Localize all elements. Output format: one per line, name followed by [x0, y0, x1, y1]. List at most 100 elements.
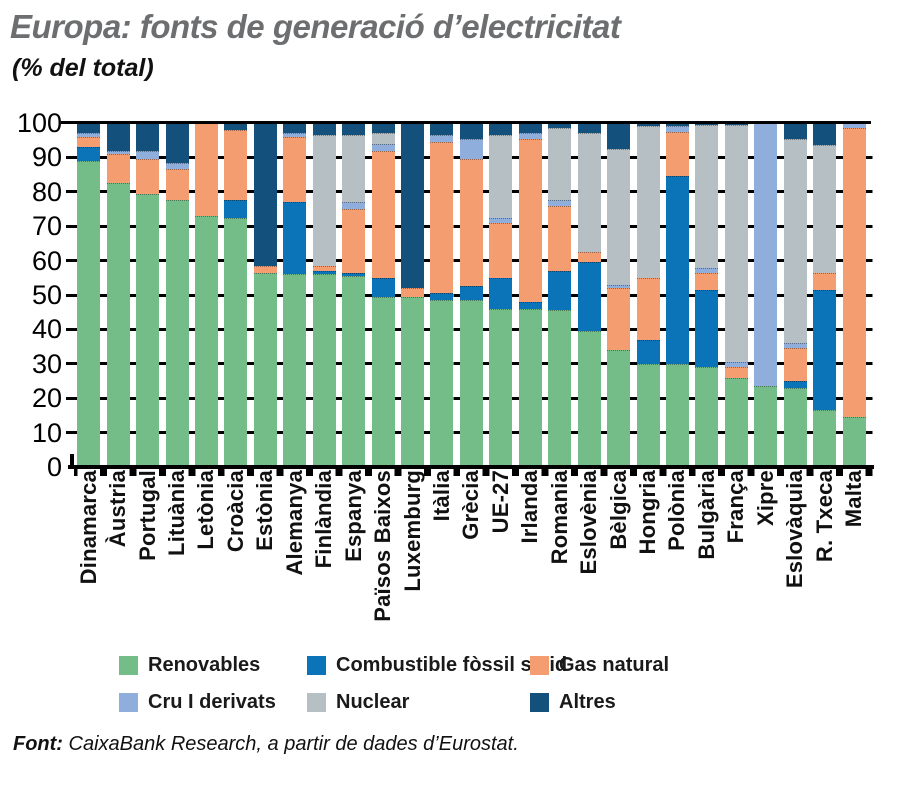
- legend-swatch: [119, 692, 138, 712]
- x-label-slot: Romania: [545, 470, 574, 652]
- x-axis-label: Romania: [546, 470, 572, 565]
- bar-segment: [489, 308, 513, 467]
- legend-label: Nuclear: [336, 690, 410, 713]
- x-label-slot: Bèlgica: [604, 470, 633, 652]
- y-axis-label-70: 70: [31, 211, 62, 242]
- x-label-slot: Hongria: [633, 470, 662, 652]
- bar-segment: [342, 272, 366, 277]
- legend-swatch: [307, 692, 326, 712]
- x-axis-label: Portugal: [134, 470, 160, 561]
- bar-segment: [77, 147, 101, 161]
- bars-layer: [74, 123, 869, 467]
- stacked-bar-Croàcia: [224, 123, 248, 467]
- stacked-bar-Letònia: [194, 123, 218, 467]
- bar-segment: [430, 123, 454, 136]
- x-axis-label: Grècia: [458, 470, 484, 540]
- stacked-bar-Espanya: [342, 123, 366, 467]
- bar-slot: [162, 123, 191, 467]
- bar-segment: [342, 135, 366, 203]
- bar-segment: [77, 136, 101, 148]
- bar-segment: [371, 143, 395, 151]
- bar-segment: [401, 296, 424, 467]
- stacked-bar-Bèlgica: [607, 123, 631, 467]
- bar-segment: [459, 159, 483, 287]
- bar-segment: [136, 193, 160, 467]
- bar-segment: [724, 377, 748, 467]
- bar-segment: [695, 267, 719, 273]
- legend-item-renovables: Renovables: [119, 654, 260, 676]
- x-axis-label: Dinamarca: [75, 470, 101, 585]
- bar-segment: [548, 200, 572, 206]
- x-axis-label: Luxemburg: [399, 470, 425, 592]
- bar-segment: [430, 300, 454, 467]
- source-note-prefix: Font:: [13, 733, 63, 755]
- stacked-bar-Eslovàquia: [783, 123, 807, 467]
- y-tick-20: [66, 396, 75, 400]
- bar-segment: [665, 126, 689, 132]
- bar-segment: [283, 136, 307, 203]
- bar-segment: [783, 381, 807, 388]
- y-axis-label-30: 30: [31, 348, 62, 379]
- bar-slot: [103, 123, 132, 467]
- legend-label: Altres: [559, 690, 616, 713]
- bar-slot: [74, 123, 103, 467]
- bar-segment: [518, 301, 542, 309]
- y-axis-label-40: 40: [31, 314, 62, 345]
- bar-segment: [253, 272, 277, 467]
- x-label-slot: Finlàndia: [310, 470, 339, 652]
- bar-slot: [398, 123, 427, 467]
- legend-item-altres: Altres: [530, 691, 616, 713]
- source-note-text: CaixaBank Research, a partir de dades d’…: [62, 733, 519, 755]
- bar-segment: [283, 202, 307, 275]
- bar-segment: [224, 200, 248, 218]
- bar-segment: [518, 138, 542, 302]
- bar-slot: [251, 123, 280, 467]
- bar-segment: [165, 200, 189, 467]
- bar-segment: [371, 296, 395, 467]
- legend-swatch: [530, 692, 549, 712]
- x-label-slot: Països Baixos: [368, 470, 397, 652]
- bar-slot: [339, 123, 368, 467]
- bar-slot: [751, 123, 780, 467]
- bar-segment: [194, 215, 218, 467]
- legend-item-gas-natural: Gas natural: [530, 654, 669, 676]
- stacked-bar-Itàlia: [430, 123, 454, 467]
- bar-segment: [312, 265, 336, 271]
- legend-swatch: [307, 655, 326, 675]
- bar-segment: [283, 133, 307, 137]
- stacked-bar-Bulgària: [695, 123, 719, 467]
- bar-slot: [221, 123, 250, 467]
- bar-segment: [813, 123, 837, 146]
- y-axis-label-80: 80: [31, 176, 62, 207]
- bar-segment: [754, 123, 778, 387]
- x-axis-label: Bulgària: [693, 470, 719, 560]
- stacked-bar-Eslovènia: [577, 123, 601, 467]
- bar-segment: [136, 123, 160, 151]
- x-axis-label: Croàcia: [222, 470, 248, 553]
- bar-slot: [310, 123, 339, 467]
- stacked-bar-Portugal: [136, 123, 160, 467]
- bar-segment: [518, 133, 542, 139]
- bar-segment: [165, 169, 189, 201]
- x-axis-label: França: [723, 470, 749, 544]
- x-label-slot: Portugal: [133, 470, 162, 652]
- x-axis-line: [68, 465, 874, 469]
- x-axis-label: Itàlia: [428, 470, 454, 522]
- stacked-bar-Països Baixos: [371, 123, 395, 467]
- stacked-bar-Polònia: [665, 123, 689, 467]
- y-axis-corner: [70, 454, 74, 467]
- bar-segment: [136, 150, 160, 160]
- bar-segment: [489, 135, 513, 218]
- bar-segment: [518, 308, 542, 467]
- stacked-bar-Hongria: [636, 123, 660, 467]
- bar-segment: [224, 123, 248, 130]
- x-label-slot: Eslovàquia: [781, 470, 810, 652]
- bar-segment: [548, 270, 572, 311]
- source-note: Font: CaixaBank Research, a partir de da…: [13, 733, 519, 756]
- x-axis-ticks: [74, 469, 876, 476]
- y-axis-label-90: 90: [31, 142, 62, 173]
- x-axis-label: Àustria: [105, 470, 131, 548]
- stacked-bar-Romania: [548, 123, 572, 467]
- x-axis-label: Finlàndia: [311, 470, 337, 569]
